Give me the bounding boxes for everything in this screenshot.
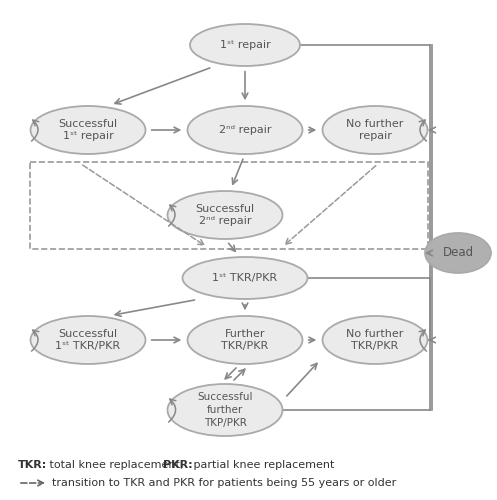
Text: Successful
1ˢᵗ TKR/PKR: Successful 1ˢᵗ TKR/PKR bbox=[56, 328, 121, 351]
Bar bbox=[30, 162, 428, 249]
Text: transition to TKR and PKR for patients being 55 years or older: transition to TKR and PKR for patients b… bbox=[52, 478, 396, 488]
Ellipse shape bbox=[30, 316, 146, 364]
Ellipse shape bbox=[167, 191, 282, 239]
Ellipse shape bbox=[187, 316, 303, 364]
Text: No further
repair: No further repair bbox=[346, 118, 404, 142]
Ellipse shape bbox=[425, 233, 491, 273]
Text: Successful
1ˢᵗ repair: Successful 1ˢᵗ repair bbox=[59, 118, 118, 142]
Text: TKR:: TKR: bbox=[18, 460, 47, 470]
Text: partial knee replacement: partial knee replacement bbox=[190, 460, 334, 470]
Text: total knee replacement;: total knee replacement; bbox=[46, 460, 187, 470]
Ellipse shape bbox=[187, 106, 303, 154]
Ellipse shape bbox=[182, 257, 308, 299]
Ellipse shape bbox=[30, 106, 146, 154]
Ellipse shape bbox=[323, 316, 427, 364]
Ellipse shape bbox=[190, 24, 300, 66]
Ellipse shape bbox=[323, 106, 427, 154]
Text: Dead: Dead bbox=[442, 246, 474, 260]
Text: Successful
2ⁿᵈ repair: Successful 2ⁿᵈ repair bbox=[195, 204, 254, 227]
Ellipse shape bbox=[167, 384, 282, 436]
Text: 1ˢᵗ repair: 1ˢᵗ repair bbox=[220, 40, 270, 50]
Text: No further
TKR/PKR: No further TKR/PKR bbox=[346, 328, 404, 351]
Text: Successful
further
TKP/PKR: Successful further TKP/PKR bbox=[197, 392, 253, 428]
Text: 1ˢᵗ TKR/PKR: 1ˢᵗ TKR/PKR bbox=[212, 273, 277, 283]
Text: Further
TKR/PKR: Further TKR/PKR bbox=[221, 328, 268, 351]
Text: PKR:: PKR: bbox=[163, 460, 193, 470]
Text: 2ⁿᵈ repair: 2ⁿᵈ repair bbox=[219, 125, 271, 135]
